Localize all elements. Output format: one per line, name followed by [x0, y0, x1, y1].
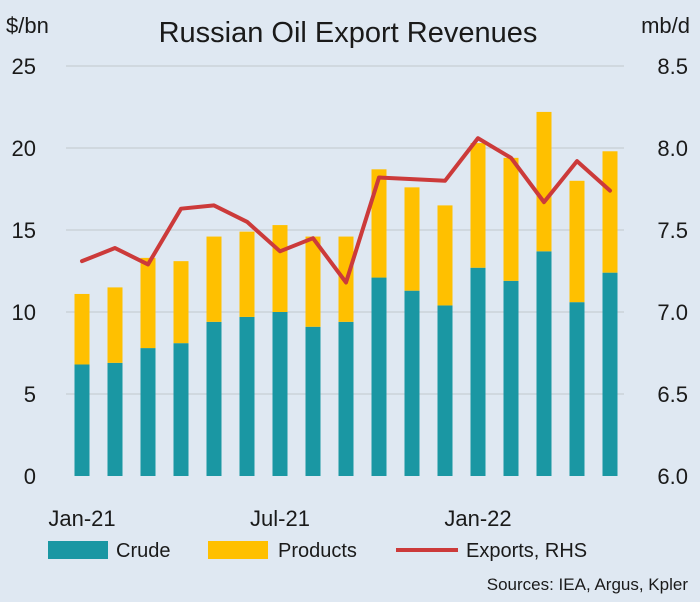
bar-crude	[602, 272, 618, 476]
bar-products	[536, 111, 552, 252]
right-tick-label: 6.5	[657, 382, 688, 407]
right-axis-unit: mb/d	[641, 13, 690, 38]
x-tick-label: Jan-22	[444, 506, 511, 531]
right-axis-ticks: 6.0 6.5 7.0 7.5 8.0 8.5	[657, 54, 688, 489]
bar-crude	[536, 251, 552, 476]
bar-products	[272, 225, 288, 312]
bar-crude	[569, 302, 585, 476]
x-axis-ticks: Jan-21 Jul-21 Jan-22	[48, 506, 511, 531]
exports-line	[80, 136, 612, 285]
exports-line-group	[80, 136, 612, 285]
bar-crude	[107, 362, 123, 476]
bar-crude	[239, 316, 255, 476]
bar-products	[74, 293, 90, 365]
bar-crude	[437, 305, 453, 476]
bar-crude	[305, 326, 321, 476]
left-axis-unit: $/bn	[6, 13, 49, 38]
legend-swatch-crude	[48, 541, 108, 559]
bar-products	[206, 236, 222, 322]
x-tick-label: Jan-21	[48, 506, 115, 531]
bar-crude	[338, 321, 354, 476]
bar-products	[470, 143, 486, 268]
legend-label-crude: Crude	[116, 540, 170, 562]
bar-crude	[404, 290, 420, 476]
bar-products	[305, 236, 321, 327]
left-tick-label: 15	[12, 218, 36, 243]
bar-crude	[371, 277, 387, 476]
bar-crude	[272, 312, 288, 476]
left-tick-label: 10	[12, 300, 36, 325]
right-tick-label: 7.5	[657, 218, 688, 243]
legend-swatch-products	[208, 541, 268, 559]
bar-products	[140, 257, 156, 349]
left-tick-label: 20	[12, 136, 36, 161]
bar-products	[404, 187, 420, 291]
bar-products	[173, 261, 189, 344]
bar-crude	[140, 348, 156, 476]
chart-title: Russian Oil Export Revenues	[159, 17, 538, 49]
bar-products	[239, 231, 255, 317]
left-tick-label: 25	[12, 54, 36, 79]
right-tick-label: 8.0	[657, 136, 688, 161]
bar-products	[602, 151, 618, 273]
bar-products	[107, 287, 123, 363]
left-tick-label: 5	[24, 382, 36, 407]
bar-crude	[470, 267, 486, 476]
right-tick-label: 6.0	[657, 464, 688, 489]
bar-products	[371, 169, 387, 278]
bar-crude	[74, 364, 90, 476]
source-note: Sources: IEA, Argus, Kpler	[487, 575, 689, 594]
bar-products	[503, 157, 519, 281]
left-tick-label: 0	[24, 464, 36, 489]
legend: Crude Products Exports, RHS	[48, 540, 587, 562]
right-tick-label: 7.0	[657, 300, 688, 325]
bar-crude	[206, 321, 222, 476]
bar-crude	[503, 280, 519, 476]
bar-products	[569, 180, 585, 303]
bar-products	[437, 205, 453, 306]
x-tick-label: Jul-21	[250, 506, 310, 531]
legend-label-exports: Exports, RHS	[466, 540, 587, 562]
right-tick-label: 8.5	[657, 54, 688, 79]
bar-crude	[173, 343, 189, 476]
left-axis-ticks: 0 5 10 15 20 25	[12, 54, 36, 489]
bars	[74, 111, 618, 476]
legend-label-products: Products	[278, 540, 357, 562]
